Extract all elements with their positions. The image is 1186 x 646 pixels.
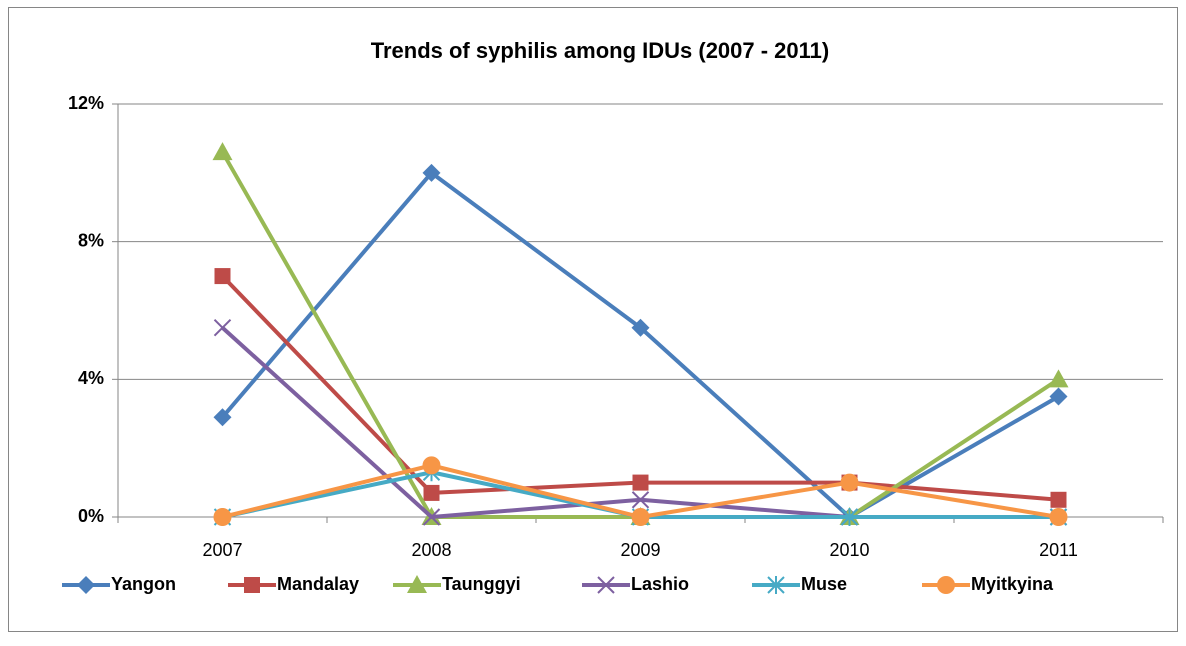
x-tick-label: 2010 (829, 540, 869, 560)
y-tick-label: 8% (78, 230, 104, 250)
marker (422, 508, 441, 526)
marker (1049, 508, 1068, 526)
marker (632, 474, 649, 491)
chart-border (8, 7, 1178, 632)
marker (214, 268, 231, 285)
marker (937, 576, 955, 594)
legend-label: Muse (801, 574, 847, 594)
marker (422, 456, 441, 475)
marker (840, 473, 859, 492)
legend-label: Lashio (631, 574, 689, 594)
marker (213, 319, 232, 337)
marker (213, 508, 232, 526)
marker (1049, 387, 1068, 406)
x-tick-label: 2011 (1039, 540, 1078, 560)
marker (597, 576, 615, 594)
x-tick-label: 2009 (620, 540, 660, 560)
marker (1048, 369, 1069, 388)
marker (631, 508, 650, 526)
marker (422, 163, 441, 182)
marker (840, 508, 859, 526)
marker (407, 575, 427, 593)
y-tick-label: 0% (78, 506, 104, 526)
legend-label: Myitkyina (971, 574, 1054, 594)
x-tick-label: 2007 (202, 540, 242, 560)
chart-title: Trends of syphilis among IDUs (2007 - 20… (371, 38, 830, 63)
marker (1050, 491, 1067, 508)
marker (244, 577, 260, 593)
legend-label: Mandalay (277, 574, 359, 594)
marker (77, 576, 95, 594)
marker (631, 491, 650, 509)
marker (631, 318, 650, 337)
marker (213, 408, 232, 427)
legend-label: Taunggyi (442, 574, 521, 594)
marker (767, 576, 785, 594)
marker (423, 484, 440, 501)
y-tick-label: 12% (68, 93, 104, 113)
x-tick-label: 2008 (411, 540, 451, 560)
legend-label: Yangon (111, 574, 176, 594)
y-tick-label: 4% (78, 368, 104, 388)
marker (212, 142, 233, 161)
